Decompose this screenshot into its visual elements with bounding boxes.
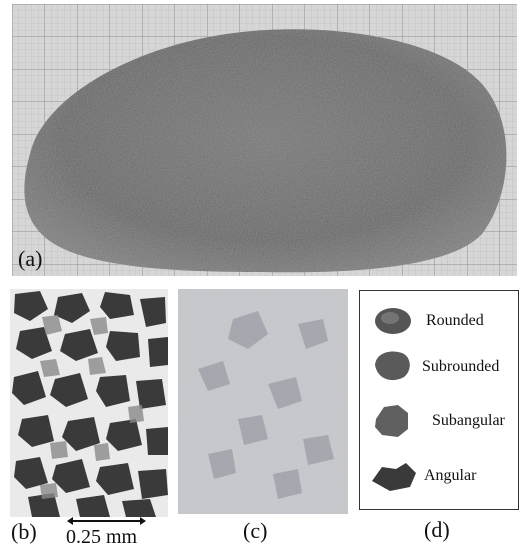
scale-bar-right-tick xyxy=(140,517,146,525)
panel-b-grain-micrograph xyxy=(10,289,168,517)
shape-label-subangular: Subangular xyxy=(432,412,505,429)
shape-label-angular: Angular xyxy=(424,467,477,484)
panel-d-label: (d) xyxy=(424,517,450,542)
panel-a-label: (a) xyxy=(18,246,43,271)
dark-grains-image xyxy=(10,289,168,517)
scale-bar-left-tick xyxy=(67,517,73,525)
panel-b-label: (b) xyxy=(11,519,37,544)
shape-label-rounded: Rounded xyxy=(426,312,484,329)
sand-pile-image xyxy=(12,4,517,276)
subrounded-grain-icon xyxy=(375,351,410,381)
light-grains-image xyxy=(178,289,348,514)
scale-bar xyxy=(70,520,144,522)
shape-label-subrounded: Subrounded xyxy=(422,358,500,375)
angular-grain-icon xyxy=(372,463,416,491)
panel-c-label: (c) xyxy=(243,518,268,543)
shape-glyphs xyxy=(372,308,416,491)
panel-d-shape-legend: Rounded Subrounded Subangular Angular xyxy=(359,290,519,510)
subangular-grain-icon xyxy=(375,405,408,437)
panel-c-grain-micrograph xyxy=(178,289,348,514)
panel-a-sand-pile-photo: (a) xyxy=(12,4,517,276)
scale-bar-label: 0.25 mm xyxy=(66,526,138,548)
